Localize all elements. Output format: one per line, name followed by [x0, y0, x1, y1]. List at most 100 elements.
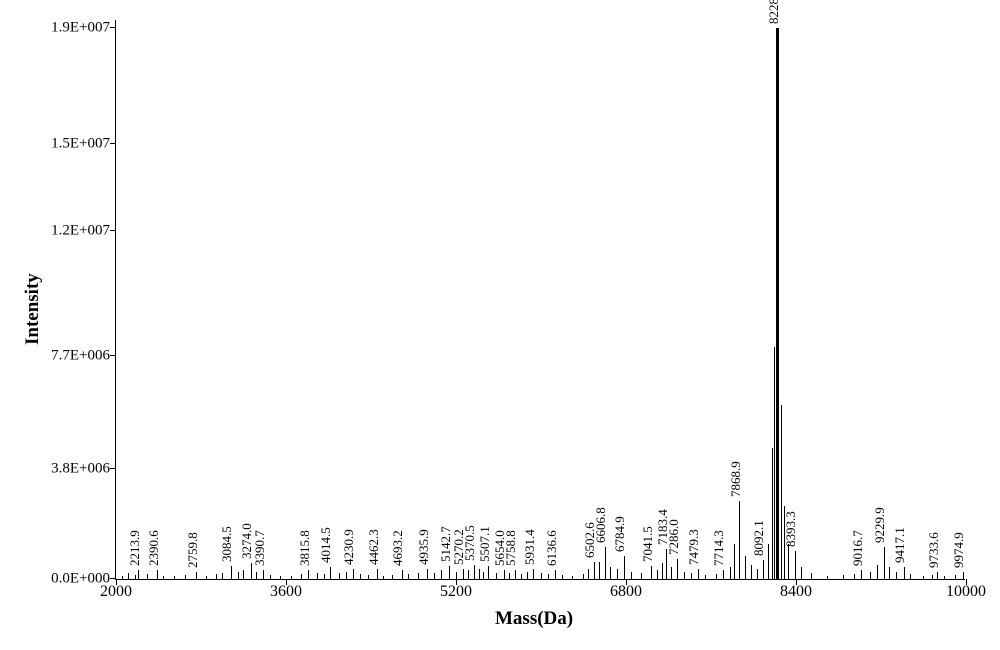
noise-peak [896, 572, 897, 579]
peak-label: 4462.3 [366, 529, 382, 565]
peak [904, 567, 905, 579]
noise-peak [128, 573, 129, 579]
noise-peak [734, 544, 735, 579]
noise-peak [599, 562, 600, 579]
noise-peak [781, 405, 782, 579]
peak [463, 569, 464, 579]
noise-peak [206, 576, 207, 579]
noise-peak [910, 574, 911, 579]
noise-peak [541, 573, 542, 579]
noise-peak [772, 448, 773, 579]
peak [624, 556, 625, 579]
noise-peak [827, 576, 828, 579]
peak [377, 569, 378, 579]
noise-peak [280, 576, 281, 579]
peak-label: 3815.8 [297, 531, 313, 567]
noise-peak [317, 573, 318, 579]
noise-peak [788, 544, 789, 579]
x-tick-label: 3600 [270, 579, 302, 601]
x-tick-label: 8400 [780, 579, 812, 601]
peak [963, 572, 964, 579]
peak [231, 566, 232, 579]
noise-peak [745, 556, 746, 579]
noise-peak [684, 572, 685, 579]
noise-peak [705, 575, 706, 579]
noise-peak [163, 576, 164, 579]
noise-peak [521, 574, 522, 579]
noise-peak [527, 572, 528, 579]
noise-peak [751, 565, 752, 580]
plot-area: 0.0E+0003.8E+0067.7E+0061.2E+0071.5E+007… [115, 20, 965, 580]
noise-peak [843, 575, 844, 579]
noise-peak [691, 573, 692, 579]
peak [330, 567, 331, 579]
peak [533, 569, 534, 579]
peak [138, 570, 139, 579]
peak [763, 560, 764, 579]
peak-label: 7714.3 [711, 531, 727, 567]
noise-peak [548, 574, 549, 579]
noise-peak [408, 574, 409, 579]
peak [196, 572, 197, 579]
peak-label: 4935.9 [416, 529, 432, 565]
noise-peak [801, 567, 802, 579]
y-axis-label: Intensity [22, 273, 44, 345]
peak-label: 7868.9 [728, 461, 744, 497]
noise-peak [291, 576, 292, 579]
peak [884, 547, 885, 579]
peak-label: 8393.3 [783, 512, 799, 548]
noise-peak [944, 576, 945, 579]
peak-label: 2759.8 [185, 532, 201, 568]
noise-peak [301, 574, 302, 579]
noise-peak [468, 570, 469, 579]
peak [698, 569, 699, 579]
peak-label: 5507.1 [477, 526, 493, 562]
noise-peak [768, 544, 769, 579]
peak [795, 551, 796, 579]
noise-peak [483, 572, 484, 579]
peak-label: 8092.1 [751, 520, 767, 556]
peak [723, 570, 724, 579]
x-tick-label: 6800 [610, 579, 642, 601]
peak-label: 8228.2 [766, 0, 782, 24]
peak-label: 4230.9 [341, 529, 357, 565]
noise-peak [657, 570, 658, 579]
noise-peak [392, 575, 393, 579]
x-tick-label: 10000 [946, 579, 986, 601]
noise-peak [147, 574, 148, 579]
peak-label: 3390.7 [252, 531, 268, 567]
peak [677, 559, 678, 579]
noise-peak [441, 570, 442, 579]
peak-label: 6136.6 [544, 531, 560, 567]
peak-label: 6784.9 [612, 516, 628, 552]
x-axis-label: Mass(Da) [495, 608, 573, 630]
peak [353, 569, 354, 579]
peak-label: 2213.9 [127, 531, 143, 567]
peak-label: 9417.1 [892, 528, 908, 564]
peak-label: 5758.8 [503, 531, 519, 567]
noise-peak [932, 575, 933, 579]
noise-peak [135, 575, 136, 579]
noise-peak [368, 575, 369, 579]
peak-label: 9229.9 [872, 507, 888, 543]
peak [157, 570, 158, 579]
noise-peak [360, 574, 361, 579]
noise-peak [243, 570, 244, 579]
noise-peak [610, 567, 611, 579]
noise-peak [671, 567, 672, 579]
noise-peak [346, 572, 347, 579]
noise-peak [641, 573, 642, 579]
noise-peak [496, 573, 497, 579]
peak-label: 7479.3 [686, 529, 702, 565]
noise-peak [479, 569, 480, 579]
peak-label: 5370.5 [462, 525, 478, 561]
peak [937, 572, 938, 579]
mass-spectrum-figure: 0.0E+0003.8E+0067.7E+0061.2E+0071.5E+007… [0, 0, 1000, 650]
peak [308, 570, 309, 579]
noise-peak [174, 576, 175, 579]
peak [861, 570, 862, 579]
noise-peak [889, 567, 890, 579]
x-tick-label: 2000 [100, 579, 132, 601]
peak [594, 562, 595, 579]
noise-peak [256, 572, 257, 579]
